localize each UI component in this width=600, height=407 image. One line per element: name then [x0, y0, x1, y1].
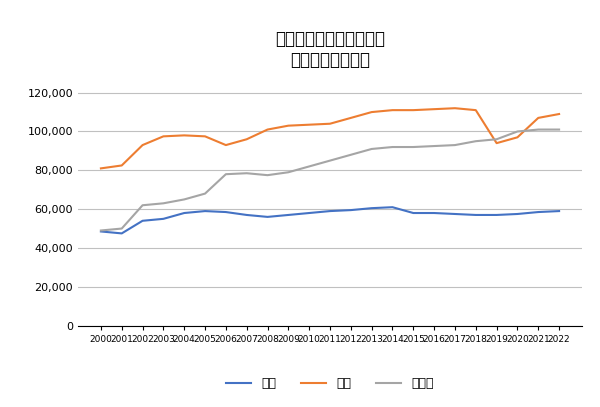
家禽肉: [285, 170, 292, 175]
豚肉: [410, 108, 417, 113]
豚肉: [514, 135, 521, 140]
豚肉: [389, 108, 396, 113]
家禽肉: [326, 158, 334, 163]
牛肉: [347, 208, 355, 212]
Title: 世界の食肉生産数量推移
（単位：千トン）: 世界の食肉生産数量推移 （単位：千トン）: [275, 30, 385, 69]
家禽肉: [97, 228, 104, 233]
牛肉: [389, 205, 396, 210]
家禽肉: [514, 129, 521, 134]
家禽肉: [264, 173, 271, 177]
豚肉: [451, 106, 458, 111]
牛肉: [535, 210, 542, 214]
家禽肉: [535, 127, 542, 132]
豚肉: [305, 122, 313, 127]
牛肉: [222, 210, 229, 214]
家禽肉: [139, 203, 146, 208]
豚肉: [326, 121, 334, 126]
牛肉: [410, 210, 417, 215]
牛肉: [451, 212, 458, 217]
Legend: 牛肉, 豚肉, 家禽肉: 牛肉, 豚肉, 家禽肉: [221, 372, 439, 395]
豚肉: [160, 134, 167, 139]
豚肉: [347, 116, 355, 120]
豚肉: [368, 109, 375, 114]
牛肉: [264, 214, 271, 219]
家禽肉: [493, 137, 500, 142]
豚肉: [535, 116, 542, 120]
牛肉: [368, 206, 375, 210]
家禽肉: [181, 197, 188, 202]
家禽肉: [368, 147, 375, 151]
家禽肉: [160, 201, 167, 206]
牛肉: [556, 209, 563, 214]
豚肉: [118, 163, 125, 168]
豚肉: [431, 107, 438, 112]
豚肉: [243, 137, 250, 142]
家禽肉: [118, 226, 125, 231]
豚肉: [222, 142, 229, 147]
牛肉: [97, 229, 104, 234]
家禽肉: [243, 171, 250, 176]
牛肉: [472, 212, 479, 217]
家禽肉: [222, 172, 229, 177]
家禽肉: [431, 144, 438, 149]
豚肉: [285, 123, 292, 128]
家禽肉: [472, 139, 479, 144]
豚肉: [97, 166, 104, 171]
牛肉: [160, 217, 167, 221]
家禽肉: [556, 127, 563, 132]
家禽肉: [347, 152, 355, 157]
豚肉: [493, 141, 500, 146]
牛肉: [181, 210, 188, 215]
牛肉: [326, 209, 334, 214]
豚肉: [264, 127, 271, 132]
豚肉: [181, 133, 188, 138]
牛肉: [431, 210, 438, 215]
豚肉: [139, 142, 146, 147]
家禽肉: [305, 164, 313, 169]
牛肉: [202, 209, 209, 214]
豚肉: [472, 108, 479, 113]
牛肉: [285, 212, 292, 217]
豚肉: [556, 112, 563, 116]
Line: 豚肉: 豚肉: [101, 108, 559, 168]
牛肉: [118, 231, 125, 236]
家禽肉: [451, 142, 458, 147]
牛肉: [514, 212, 521, 217]
牛肉: [243, 212, 250, 217]
牛肉: [305, 210, 313, 215]
Line: 家禽肉: 家禽肉: [101, 129, 559, 230]
家禽肉: [410, 144, 417, 149]
牛肉: [493, 212, 500, 217]
家禽肉: [202, 191, 209, 196]
家禽肉: [389, 144, 396, 149]
牛肉: [139, 218, 146, 223]
豚肉: [202, 134, 209, 139]
Line: 牛肉: 牛肉: [101, 207, 559, 233]
